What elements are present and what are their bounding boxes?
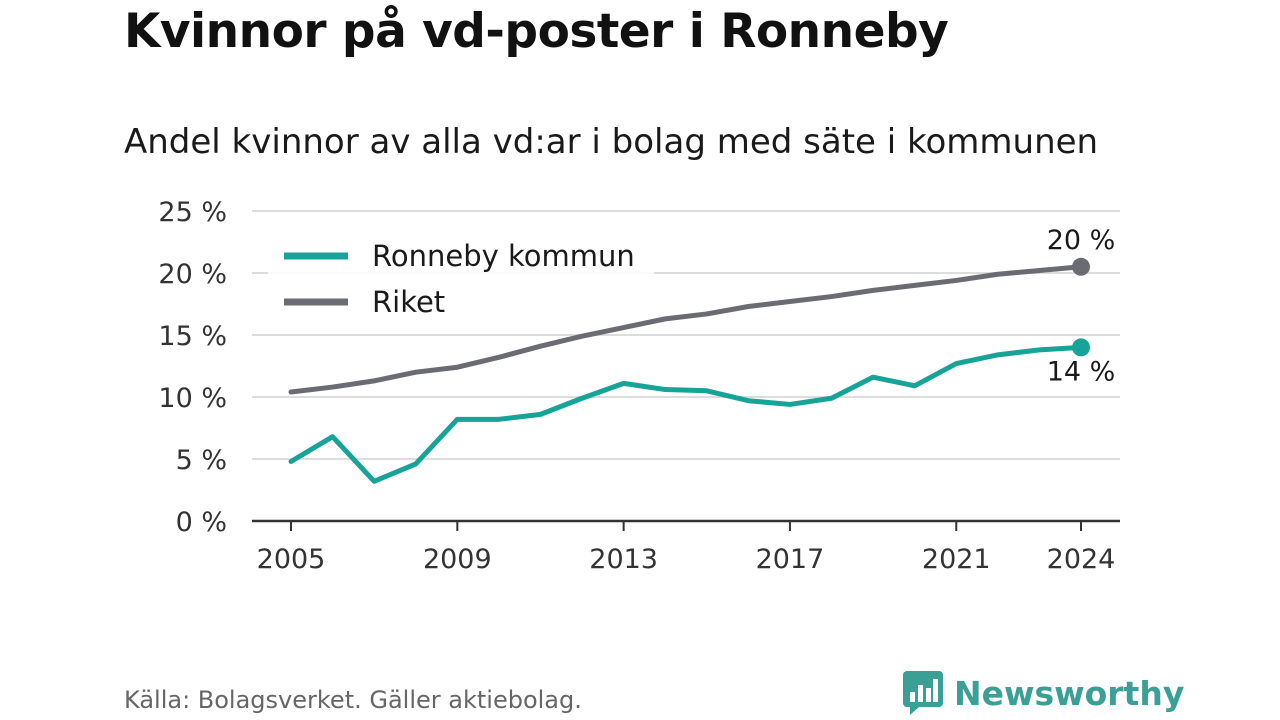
series-end-label: 20 %	[1047, 225, 1116, 256]
chart-subtitle: Andel kvinnor av alla vd:ar i bolag med …	[124, 122, 1099, 162]
x-tick-label: 2005	[257, 544, 326, 575]
x-tick-label: 2009	[423, 544, 492, 575]
series-end-label: 14 %	[1047, 356, 1116, 387]
y-tick-label: 20 %	[158, 259, 227, 290]
chart-title: Kvinnor på vd-poster i Ronneby	[124, 4, 949, 59]
end-labels: 14 % 20 %	[1047, 225, 1116, 388]
x-axis-ticks: 2005 2009 2013 2017 2021 2024	[257, 521, 1116, 575]
x-tick-label: 2017	[756, 544, 825, 575]
brand[interactable]: Newsworthy	[902, 670, 1184, 716]
y-tick-label: 25 %	[158, 197, 227, 228]
legend-label: Riket	[372, 285, 445, 319]
series-end-point	[1072, 338, 1090, 357]
y-tick-label: 5 %	[176, 445, 227, 476]
series-lines	[288, 257, 1090, 484]
legend-background	[268, 228, 654, 328]
series-line	[288, 264, 1084, 395]
legend-label: Ronneby kommun	[372, 239, 635, 273]
y-tick-label: 10 %	[158, 383, 227, 414]
y-tick-label: 15 %	[158, 321, 227, 352]
x-tick-label: 2021	[922, 544, 991, 575]
series-end-point	[1072, 257, 1090, 276]
series-line	[288, 344, 1084, 484]
x-tick-label: 2024	[1047, 544, 1116, 575]
newsworthy-logo-icon	[903, 671, 943, 715]
source-note: Källa: Bolagsverket. Gäller aktiebolag.	[124, 686, 582, 714]
y-tick-label: 0 %	[176, 507, 227, 538]
legend: Ronneby kommun Riket	[268, 228, 654, 328]
line-chart: 0 %5 %10 %15 %20 %25 % 2005 2009 2013 2017 2…	[158, 197, 1120, 575]
y-axis-ticks: 0 % 5 % 10 % 15 % 20 % 25 %	[158, 197, 227, 538]
brand-name: Newsworthy	[954, 673, 1185, 713]
x-tick-label: 2013	[589, 544, 658, 575]
